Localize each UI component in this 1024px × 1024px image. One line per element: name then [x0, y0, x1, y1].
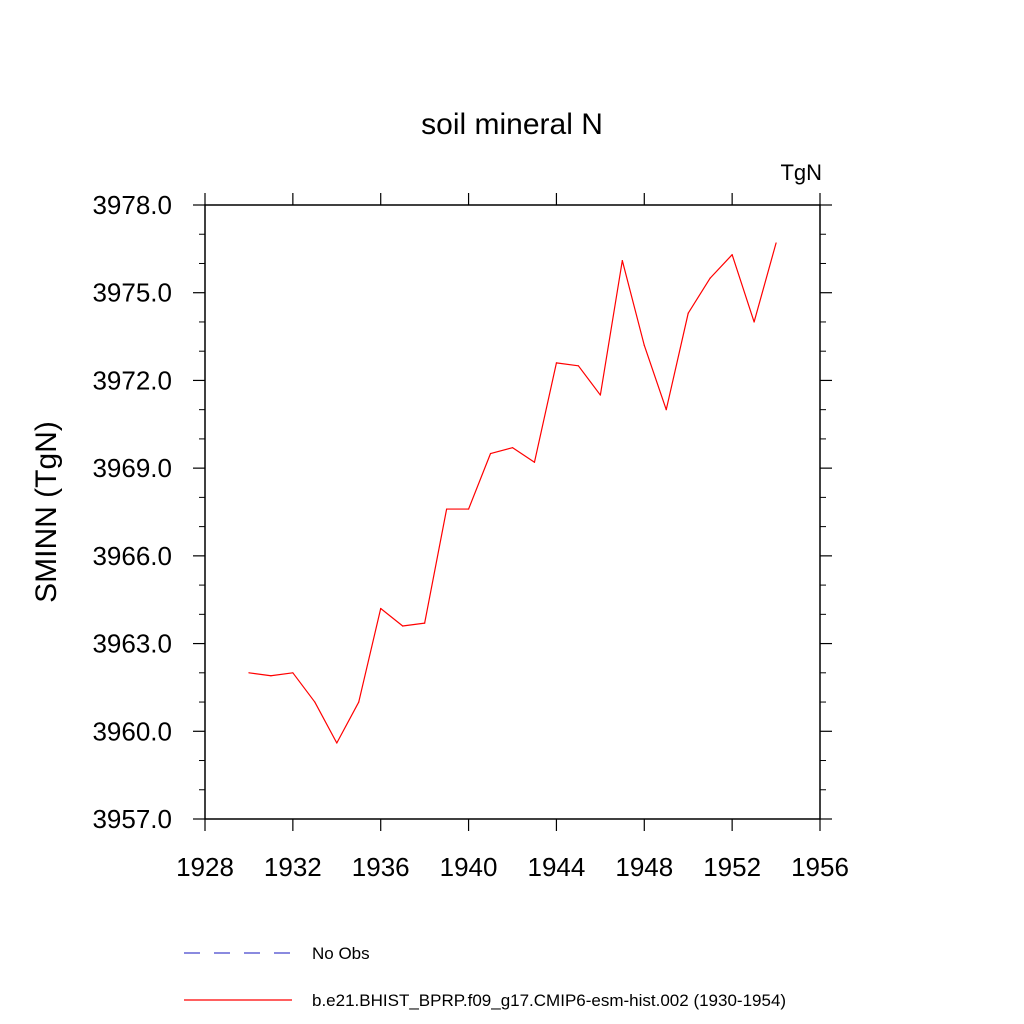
y-axis-label: SMINN (TgN) [30, 421, 63, 603]
units-label: TgN [780, 160, 822, 185]
x-tick-label-2: 1936 [352, 852, 410, 882]
data-point-1937 [402, 625, 404, 627]
data-point-1951 [709, 277, 711, 279]
major-ticks [193, 193, 832, 831]
data-point-1935 [358, 701, 360, 703]
data-point-1930 [248, 672, 250, 674]
data-point-1952 [731, 254, 733, 256]
data-point-1947 [621, 259, 623, 262]
series-line-0 [248, 242, 777, 744]
y-tick-labels: 3957.0 3960.0 3963.0 3966.0 3969.0 3972.0 3975… [92, 190, 172, 834]
data-point-1945 [577, 365, 579, 367]
legend-label-no-obs: No Obs [312, 944, 370, 963]
data-point-1940 [467, 508, 470, 510]
data-point-1934 [336, 742, 338, 744]
x-tick-label-5: 1948 [615, 852, 673, 882]
y-tick-label-0: 3957.0 [92, 804, 172, 834]
data-point-1932 [292, 672, 294, 674]
legend-label-model: b.e21.BHIST_BPRP.f09_g17.CMIP6-esm-hist.… [312, 991, 786, 1010]
data-point-1939 [446, 508, 448, 510]
y-tick-label-3: 3966.0 [92, 541, 172, 571]
chart-title: soil mineral N [421, 108, 603, 141]
y-tick-label-1: 3960.0 [92, 716, 172, 746]
data-point-1942 [511, 447, 514, 449]
plot-frame [204, 204, 821, 820]
legend: No Obs b.e21.BHIST_BPRP.f09_g17.CMIP6-es… [184, 944, 786, 1010]
y-tick-label-2: 3963.0 [92, 629, 172, 659]
series-group [248, 242, 777, 744]
data-point-1933 [314, 701, 316, 703]
data-point-1938 [424, 622, 426, 624]
data-point-1954 [775, 242, 777, 244]
data-point-1949 [665, 409, 667, 411]
y-tick-label-4: 3969.0 [92, 453, 172, 483]
data-point-1944 [555, 362, 558, 364]
x-tick-label-4: 1944 [528, 852, 586, 882]
x-tick-label-3: 1940 [440, 852, 498, 882]
data-point-1946 [599, 394, 601, 396]
x-tick-labels: 1928 1932 1936 1940 1944 1948 1952 1956 [176, 852, 849, 882]
x-tick-label-7: 1956 [791, 852, 849, 882]
x-tick-label-6: 1952 [703, 852, 761, 882]
y-tick-label-6: 3975.0 [92, 278, 172, 308]
x-tick-label-0: 1928 [176, 852, 234, 882]
y-tick-label-5: 3972.0 [92, 365, 172, 395]
data-point-1950 [687, 312, 689, 314]
data-point-1941 [489, 452, 492, 455]
data-point-1936 [380, 607, 382, 610]
x-tick-label-1: 1932 [264, 852, 322, 882]
y-tick-label-7: 3978.0 [92, 190, 172, 220]
data-point-1931 [270, 675, 272, 677]
data-point-1948 [643, 344, 645, 346]
data-point-1953 [753, 321, 755, 323]
minor-ticks [199, 233, 826, 791]
data-point-1943 [533, 461, 536, 463]
